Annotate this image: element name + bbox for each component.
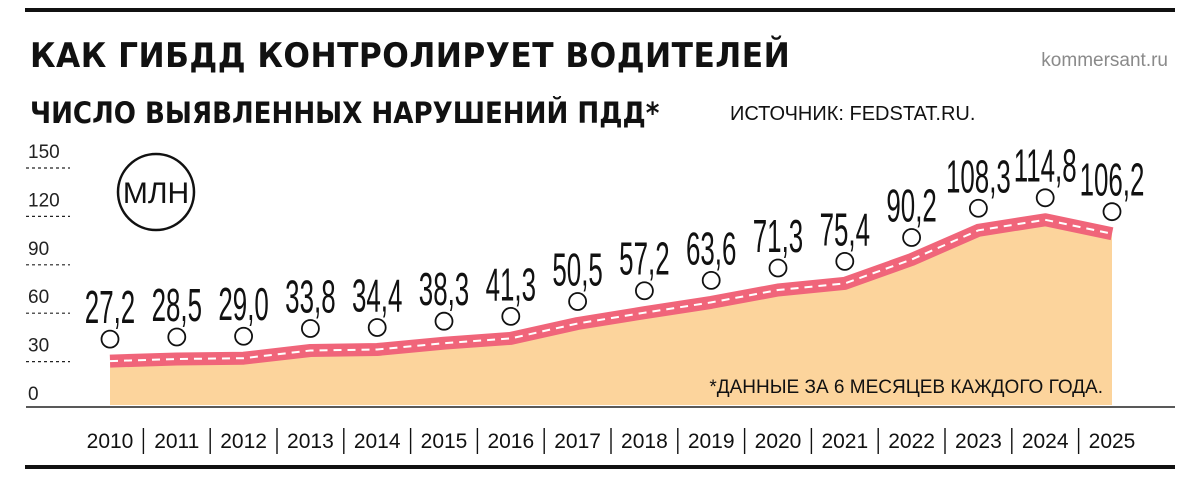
x-tick-label: 2017 — [554, 430, 601, 453]
x-tick-label: 2015 — [421, 430, 468, 453]
y-tick-label: 30 — [28, 336, 49, 357]
data-label: 57,2 — [619, 234, 669, 286]
footnote: *ДАННЫЕ ЗА 6 МЕСЯЦЕВ КАЖДОГО ГОДА. — [709, 377, 1103, 398]
data-label: 114,8 — [1014, 141, 1077, 193]
y-tick-label: 90 — [28, 239, 49, 260]
y-tick-label: 60 — [28, 287, 49, 308]
data-point-marker — [902, 228, 921, 247]
x-tick-label: 2022 — [888, 430, 935, 453]
data-label: 29,0 — [218, 279, 268, 331]
data-label: 33,8 — [285, 272, 335, 324]
unit-label: МЛН — [123, 177, 189, 210]
data-point-marker — [501, 306, 521, 326]
data-label: 90,2 — [886, 181, 936, 233]
data-point-marker — [568, 292, 587, 311]
series-line-dash — [109, 218, 1113, 363]
x-tick-label: 2014 — [354, 430, 401, 453]
x-tick-label: 2021 — [821, 430, 868, 453]
data-point-marker — [835, 251, 855, 271]
area-fill — [110, 219, 1112, 405]
data-point-marker — [969, 198, 988, 218]
unit-circle — [116, 152, 196, 232]
data-label: 106,2 — [1080, 155, 1145, 207]
data-point-marker — [167, 327, 187, 347]
data-point-marker — [701, 270, 721, 290]
data-point-marker — [1035, 188, 1055, 208]
data-point-marker — [100, 329, 120, 349]
data-label: 28,5 — [152, 280, 202, 332]
data-label: 71,3 — [753, 211, 803, 263]
data-label: 27,2 — [85, 282, 135, 334]
y-tick-label: 150 — [28, 142, 60, 163]
x-tick-label: 2023 — [955, 430, 1002, 453]
bottom-rule — [25, 465, 1175, 469]
data-point-marker — [234, 326, 254, 346]
x-tick-label: 2025 — [1089, 430, 1136, 453]
x-tick-label: 2013 — [287, 430, 334, 453]
data-label: 108,3 — [946, 151, 1011, 203]
data-point-marker — [367, 318, 387, 337]
y-tick-label: 0 — [28, 384, 39, 405]
source-note: ИСТОЧНИК: FEDSTAT.RU. — [730, 103, 976, 125]
chart-subtitle: ЧИСЛО ВЫЯВЛЕННЫХ НАРУШЕНИЙ ПДД* — [30, 96, 660, 130]
data-point-marker — [434, 311, 454, 331]
data-label: 50,5 — [552, 245, 602, 297]
x-tick-label: 2010 — [87, 430, 134, 453]
data-point-marker — [635, 281, 654, 301]
data-point-marker — [300, 319, 320, 338]
data-label: 34,4 — [352, 271, 402, 323]
data-label: 41,3 — [486, 260, 536, 312]
data-label: 63,6 — [686, 224, 736, 276]
data-point-marker — [768, 258, 788, 278]
data-label: 38,3 — [419, 264, 469, 316]
data-point-marker — [1102, 202, 1122, 222]
top-rule — [25, 8, 1175, 12]
x-tick-label: 2024 — [1022, 430, 1069, 453]
x-tick-label: 2019 — [688, 430, 735, 453]
x-tick-label: 2011 — [154, 430, 199, 453]
data-label: 75,4 — [820, 204, 870, 256]
y-tick-label: 120 — [28, 190, 60, 211]
x-tick-label: 2020 — [755, 430, 802, 453]
chart-title: КАК ГИБДД КОНТРОЛИРУЕТ ВОДИТЕЛЕЙ — [30, 36, 791, 76]
site-credit: kommersant.ru — [1041, 50, 1168, 71]
x-tick-label: 2016 — [487, 430, 534, 453]
x-tick-label: 2012 — [220, 430, 267, 453]
x-tick-label: 2018 — [621, 430, 668, 453]
